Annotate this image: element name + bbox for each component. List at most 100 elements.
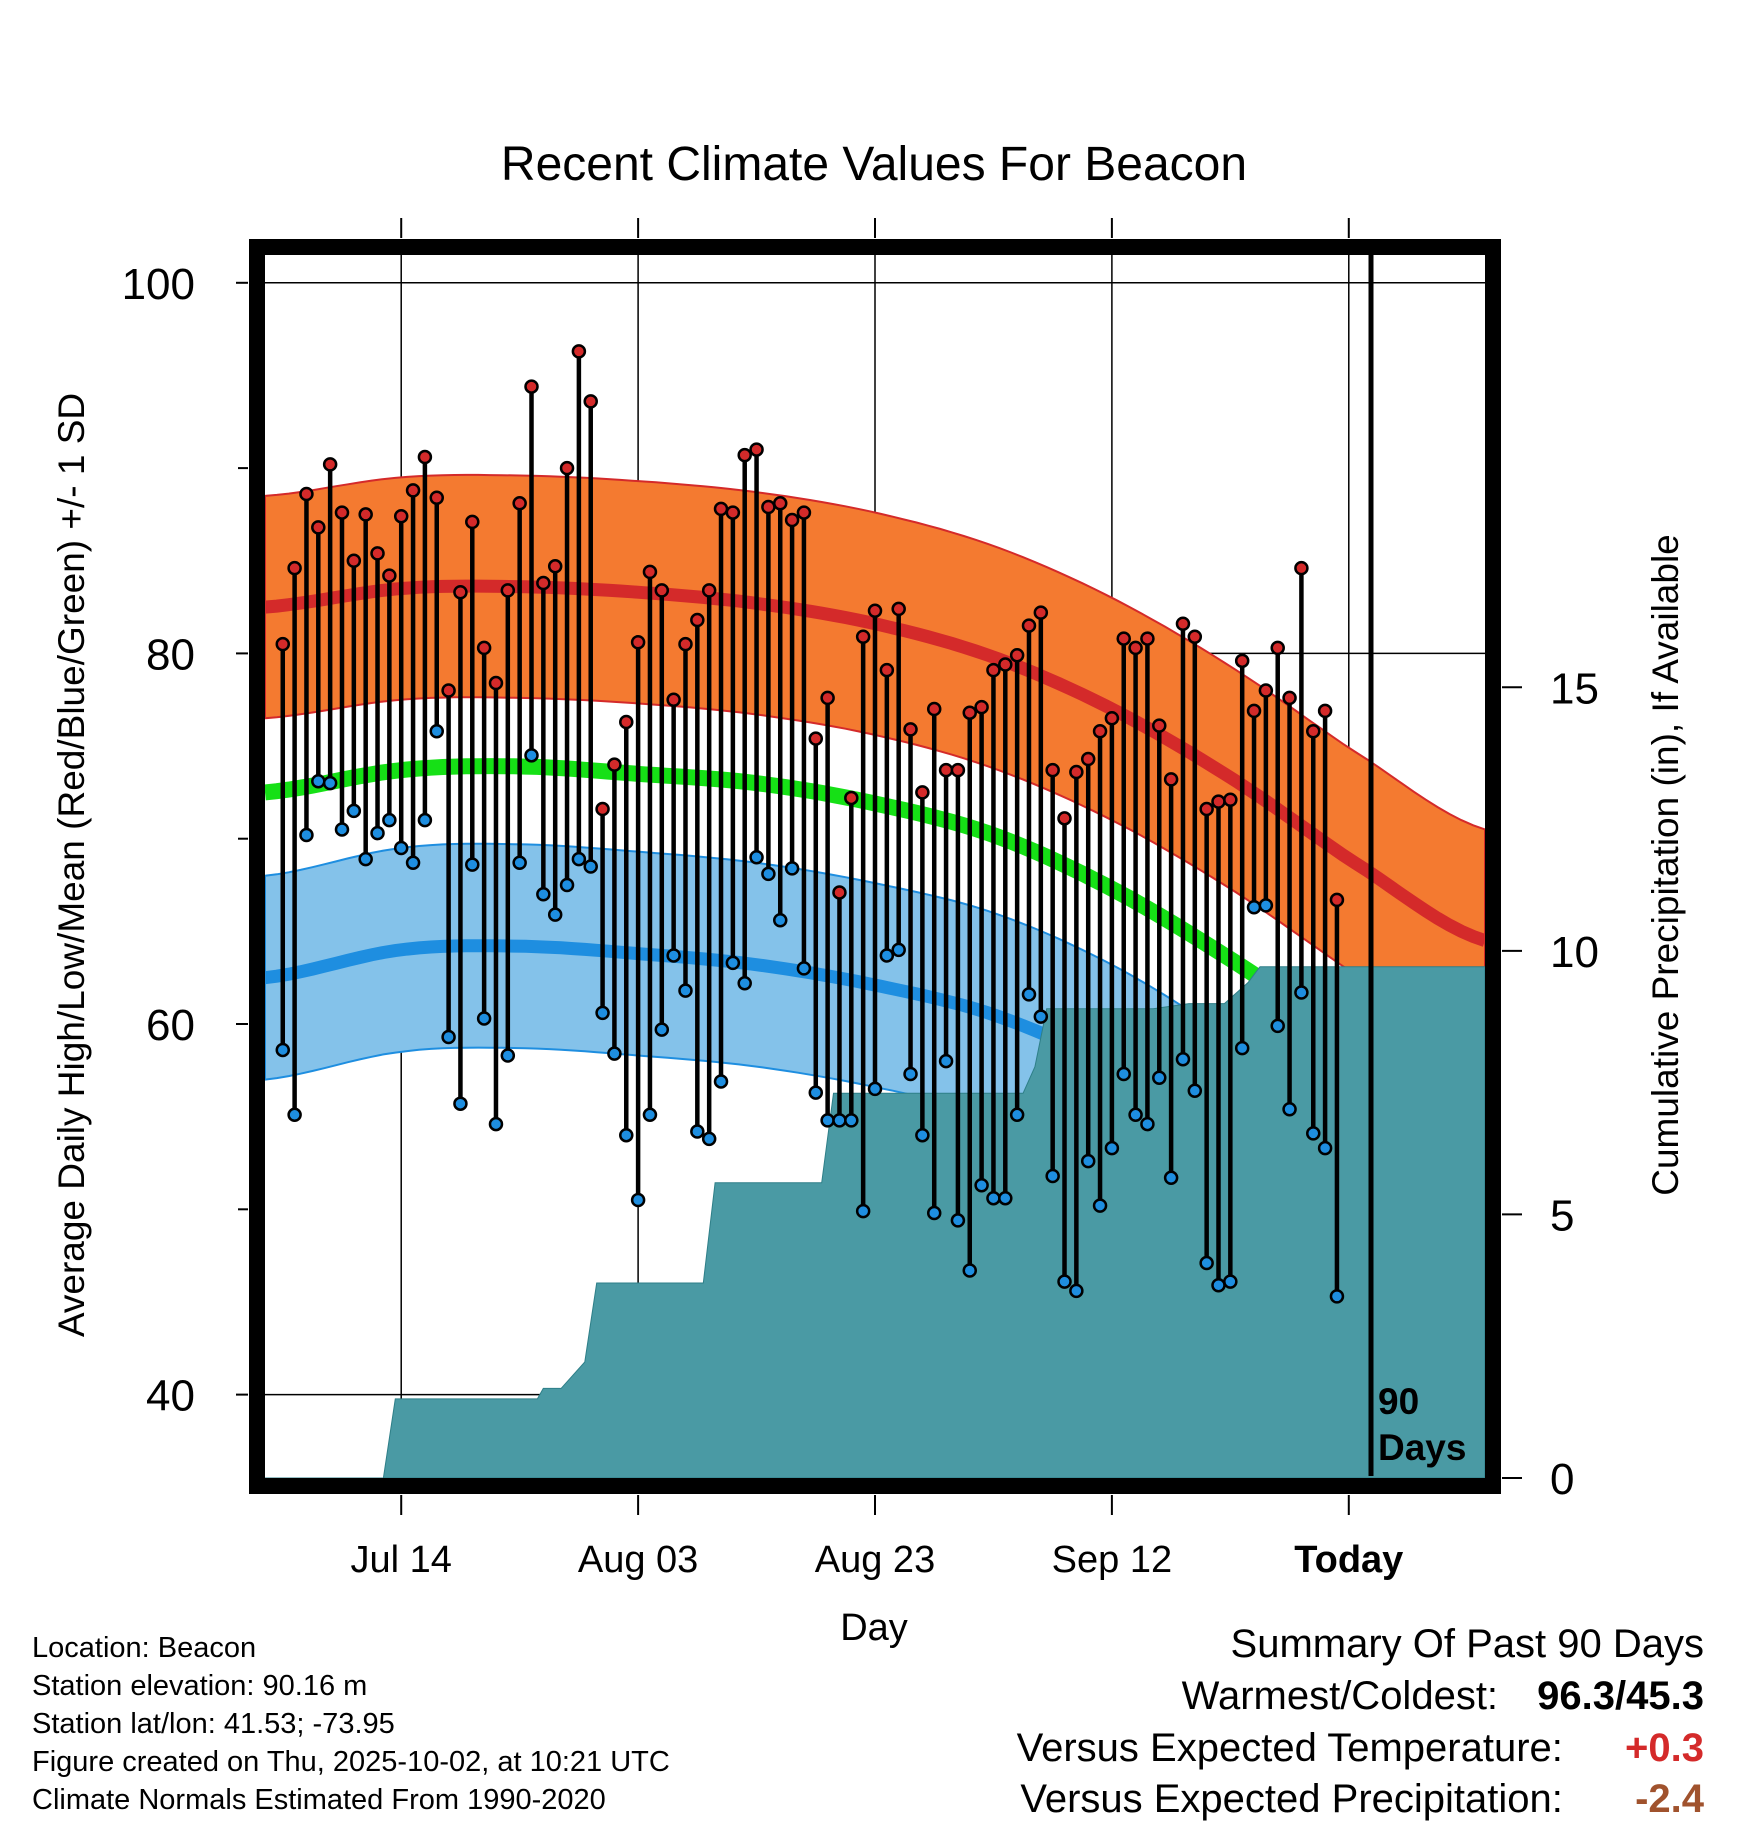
precipitation-fill — [265, 966, 1486, 1479]
daily-high-point — [1329, 892, 1345, 908]
daily-high-point — [855, 629, 871, 644]
daily-high-point — [275, 636, 291, 652]
summary-temp-value: +0.3 — [1625, 1726, 1704, 1770]
daily-low-point — [915, 1127, 930, 1143]
y-tick-label: 40 — [146, 1372, 195, 1421]
daily-high-point — [820, 690, 835, 706]
summary-heading: Summary Of Past 90 Days — [1230, 1622, 1704, 1666]
daily-low-point — [370, 825, 385, 841]
axes: 40 60 80 100 0 5 10 15 Jul 14 Aug 03 Aug 23 Sep 12 T… — [122, 218, 1599, 1581]
daily-low-point — [938, 1053, 954, 1069]
daily-high-point — [926, 701, 942, 717]
daily-low-point — [1223, 1274, 1238, 1289]
daily-low-point — [382, 812, 397, 828]
daily-high-point — [1080, 751, 1096, 767]
today-marker-label-2: Days — [1378, 1427, 1466, 1468]
chart-title: Recent Climate Values For Beacon — [501, 138, 1247, 191]
daily-low-point — [275, 1042, 291, 1058]
daily-high-point — [630, 635, 646, 650]
daily-low-point — [429, 723, 444, 739]
daily-low-point — [476, 1011, 492, 1026]
daily-low-point — [488, 1116, 504, 1132]
daily-low-point — [1021, 987, 1037, 1002]
daily-high-point — [299, 486, 314, 502]
daily-low-point — [1211, 1278, 1226, 1293]
y-tick-label: 80 — [146, 630, 195, 679]
daily-high-point — [465, 514, 480, 530]
daily-high-point — [891, 601, 906, 617]
daily-high-point — [571, 344, 587, 359]
daily-high-point — [1045, 762, 1060, 778]
daily-low-point — [962, 1263, 978, 1278]
daily-low-point — [1069, 1283, 1084, 1299]
daily-low-point — [311, 774, 326, 789]
daily-high-point — [784, 512, 800, 528]
daily-low-point — [512, 855, 527, 871]
daily-low-point — [1306, 1126, 1321, 1141]
daily-high-point — [903, 722, 918, 737]
precipitation-area — [265, 966, 1486, 1479]
daily-high-point — [429, 490, 444, 505]
summary-warmest-row: Warmest/Coldest: 96.3/45.3 — [1182, 1674, 1704, 1719]
daily-low-point — [1163, 1170, 1179, 1186]
daily-low-point — [926, 1205, 942, 1221]
daily-low-point — [820, 1113, 835, 1128]
daily-low-point — [1104, 1140, 1120, 1156]
daily-low-point — [1045, 1168, 1060, 1184]
daily-low-point — [571, 851, 587, 867]
daily-high-point — [1294, 560, 1309, 576]
daily-low-point — [1258, 898, 1274, 913]
daily-high-point — [962, 705, 978, 720]
summary-temp-row: Versus Expected Temperature: +0.3 — [1017, 1726, 1704, 1771]
daily-high-point — [725, 505, 741, 520]
y2-tick-label: 15 — [1550, 664, 1599, 713]
y2-tick-label: 10 — [1550, 928, 1599, 977]
daily-low-point — [607, 1046, 622, 1061]
daily-low-point — [903, 1066, 918, 1082]
daily-low-point — [1294, 985, 1309, 1000]
daily-high-point — [382, 568, 397, 583]
info-elevation: Station elevation: 90.16 m — [32, 1670, 368, 1702]
daily-low-point — [678, 983, 693, 998]
daily-high-point — [938, 762, 954, 778]
daily-low-point — [1270, 1018, 1285, 1034]
daily-high-point — [393, 509, 409, 524]
daily-high-point — [974, 699, 989, 715]
daily-high-point — [998, 657, 1013, 672]
daily-high-point — [607, 757, 622, 772]
daily-high-point — [1128, 640, 1143, 656]
daily-observations — [275, 344, 1345, 1304]
summary-warmest-label: Warmest/Coldest: — [1181, 1674, 1499, 1718]
daily-high-point — [1199, 801, 1214, 817]
daily-high-point — [370, 546, 385, 561]
daily-high-point — [1033, 605, 1049, 620]
daily-low-point — [500, 1048, 516, 1063]
summary-warmest-value: 96.3/45.3 — [1537, 1674, 1704, 1718]
daily-high-point — [666, 692, 681, 707]
daily-low-point — [536, 887, 551, 902]
daily-high-point — [619, 714, 634, 730]
daily-high-point — [417, 449, 433, 465]
daily-low-point — [796, 961, 812, 976]
x-tick-label: Aug 23 — [815, 1539, 935, 1581]
daily-high-point — [559, 460, 575, 476]
daily-high-point — [595, 801, 610, 817]
daily-high-point — [1009, 648, 1025, 663]
y-tick-label: 100 — [122, 260, 195, 309]
x-tick-label: Aug 03 — [578, 1539, 698, 1581]
daily-low-point — [559, 877, 575, 893]
daily-low-point — [465, 857, 480, 872]
daily-high-point — [1057, 811, 1072, 826]
daily-low-point — [358, 851, 373, 867]
daily-high-point — [1270, 640, 1285, 656]
daily-high-point — [879, 662, 895, 678]
daily-high-point — [1187, 629, 1203, 644]
daily-high-point — [1306, 723, 1321, 739]
daily-low-point — [1092, 1198, 1108, 1213]
daily-high-point — [1069, 764, 1084, 780]
daily-low-point — [1116, 1066, 1131, 1082]
daily-low-point — [524, 748, 539, 763]
x-tick-label: Sep 12 — [1052, 1539, 1172, 1581]
daily-low-point — [417, 812, 433, 828]
daily-low-point — [855, 1203, 871, 1219]
